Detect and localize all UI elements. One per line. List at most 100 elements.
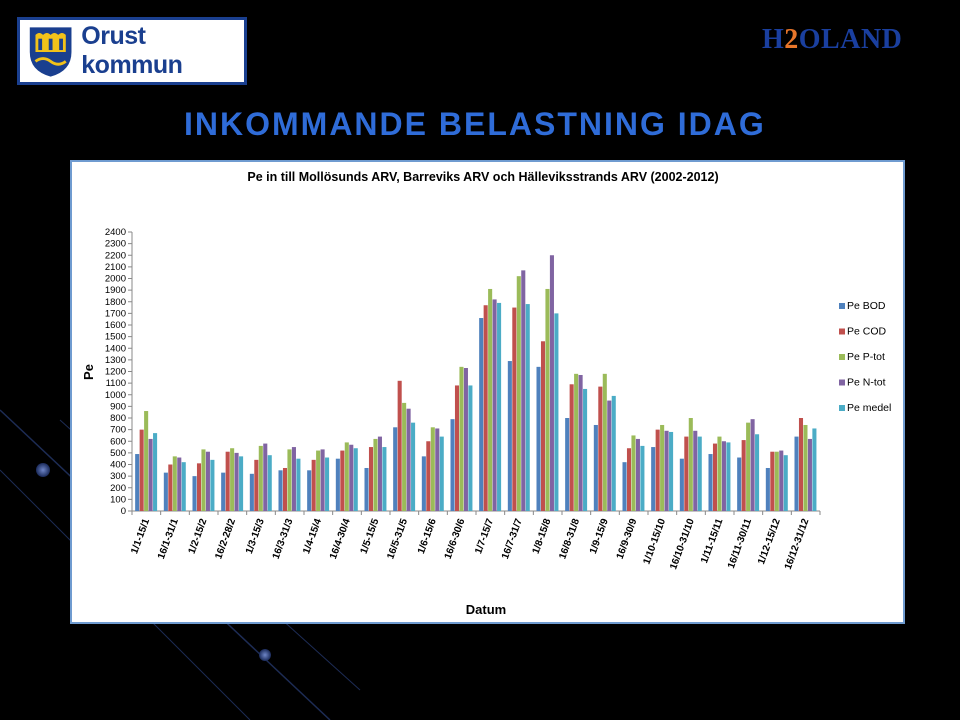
bar-pe-n-tot: [205, 451, 210, 511]
legend-entry: Pe medel: [847, 402, 891, 414]
bar-pe-n-tot: [320, 449, 325, 511]
bar-pe-cod: [598, 386, 603, 511]
bar-pe-medel: [669, 431, 674, 511]
y-tick-label: 200: [110, 483, 126, 494]
bar-pe-cod: [798, 418, 804, 511]
bar-pe-cod: [741, 440, 746, 511]
bar-pe-n-tot: [693, 430, 698, 511]
x-tick-label: 16/10-31/10: [668, 517, 697, 571]
bar-pe-p-tot: [230, 448, 235, 511]
x-tick-label: 16/3-31/3: [271, 517, 296, 561]
bar-pe-medel: [181, 462, 186, 511]
y-tick-label: 800: [110, 413, 126, 424]
bar-pe-bod: [249, 473, 254, 511]
bar-pe-p-tot: [402, 402, 407, 511]
bar-pe-n-tot: [492, 299, 497, 511]
bar-pe-cod: [569, 384, 574, 511]
bar-pe-bod: [135, 454, 140, 511]
legend-entry: Pe BOD: [847, 300, 886, 312]
x-tick-label: 1/5-15/5: [359, 517, 382, 556]
bar-pe-p-tot: [316, 450, 321, 511]
y-tick-label: 400: [110, 460, 126, 471]
bar-pe-medel: [382, 447, 387, 511]
h2oland-logo: H2OLAND: [762, 24, 902, 56]
bar-pe-bod: [679, 458, 684, 511]
bar-pe-cod: [626, 448, 632, 511]
bar-pe-n-tot: [635, 438, 640, 511]
bar-pe-cod: [712, 443, 718, 511]
bar-pe-p-tot: [144, 411, 149, 511]
bar-pe-n-tot: [521, 270, 526, 511]
bar-pe-cod: [196, 463, 202, 511]
bar-pe-n-tot: [807, 438, 812, 511]
x-tick-label: 16/1-31/1: [156, 517, 181, 561]
bar-pe-bod: [622, 462, 627, 511]
bar-pe-p-tot: [344, 442, 349, 511]
bar-pe-cod: [684, 436, 689, 511]
chart-title: Pe in till Mollösunds ARV, Barreviks ARV…: [247, 170, 718, 184]
bar-pe-cod: [254, 459, 259, 511]
bar-pe-bod: [364, 467, 369, 511]
bar-pe-n-tot: [664, 430, 669, 511]
bar-pe-bod: [737, 457, 742, 511]
y-tick-label: 900: [110, 401, 126, 412]
bar-pe-cod: [168, 464, 173, 511]
orust-kommun-logo: Orust kommun: [17, 17, 247, 85]
bar-pe-n-tot: [721, 441, 726, 511]
bar-pe-medel: [812, 428, 817, 511]
x-tick-label: 1/6-15/6: [416, 517, 439, 556]
bar-pe-medel: [497, 302, 502, 511]
bar-pe-bod: [221, 472, 226, 511]
x-tick-label: 16/11-30/11: [726, 517, 754, 570]
bar-pe-cod: [282, 467, 288, 511]
y-axis-label: Pe: [81, 364, 96, 380]
bar-pe-bod: [765, 467, 770, 511]
bar-pe-n-tot: [463, 368, 468, 511]
y-tick-label: 2200: [105, 250, 126, 261]
bar-pe-n-tot: [435, 428, 440, 511]
bar-pe-bod: [708, 454, 713, 511]
legend-entry: Pe COD: [847, 326, 887, 338]
y-tick-label: 1900: [105, 285, 126, 296]
x-tick-label: 1/2-15/2: [187, 517, 210, 556]
bar-pe-n-tot: [234, 452, 239, 512]
bar-pe-n-tot: [377, 436, 382, 511]
logo-oland: OLAND: [798, 24, 903, 55]
bar-pe-medel: [783, 455, 788, 511]
legend-entry: Pe P-tot: [847, 351, 885, 363]
bar-pe-medel: [353, 448, 358, 511]
bar-pe-p-tot: [459, 366, 464, 511]
legend-swatch: [839, 303, 845, 309]
bar-pe-p-tot: [373, 438, 378, 511]
bar-pe-p-tot: [516, 276, 521, 511]
legend-swatch: [839, 405, 845, 411]
x-tick-label: 16/2-28/2: [213, 517, 238, 561]
y-tick-label: 1800: [105, 297, 126, 308]
bar-pe-bod: [651, 447, 656, 511]
bar-pe-cod: [540, 341, 546, 511]
bar-pe-n-tot: [406, 408, 411, 511]
bar-pe-bod: [192, 476, 197, 512]
bar-pe-n-tot: [549, 255, 554, 511]
bar-pe-p-tot: [774, 451, 779, 511]
bar-pe-p-tot: [660, 424, 665, 511]
municipal-crest-icon: [29, 27, 72, 77]
y-tick-label: 2100: [105, 262, 126, 273]
y-tick-label: 1700: [105, 308, 126, 319]
x-tick-label: 16/5-31/5: [385, 517, 410, 561]
bar-pe-medel: [611, 395, 616, 511]
bar-pe-medel: [239, 456, 244, 511]
bar-pe-n-tot: [263, 443, 268, 511]
bar-pe-n-tot: [578, 374, 583, 511]
y-tick-label: 1000: [105, 390, 126, 401]
bar-pe-n-tot: [349, 444, 354, 511]
logo-text: Orust kommun: [81, 22, 183, 79]
legend-swatch: [839, 328, 845, 335]
y-tick-label: 600: [110, 436, 126, 447]
bar-pe-medel: [525, 304, 530, 511]
x-tick-label: 16/6-30/6: [443, 517, 468, 561]
x-tick-label: 16/12-31/12: [783, 517, 812, 571]
bar-pe-bod: [163, 472, 168, 511]
bar-pe-cod: [454, 385, 460, 511]
bar-pe-p-tot: [746, 422, 751, 511]
